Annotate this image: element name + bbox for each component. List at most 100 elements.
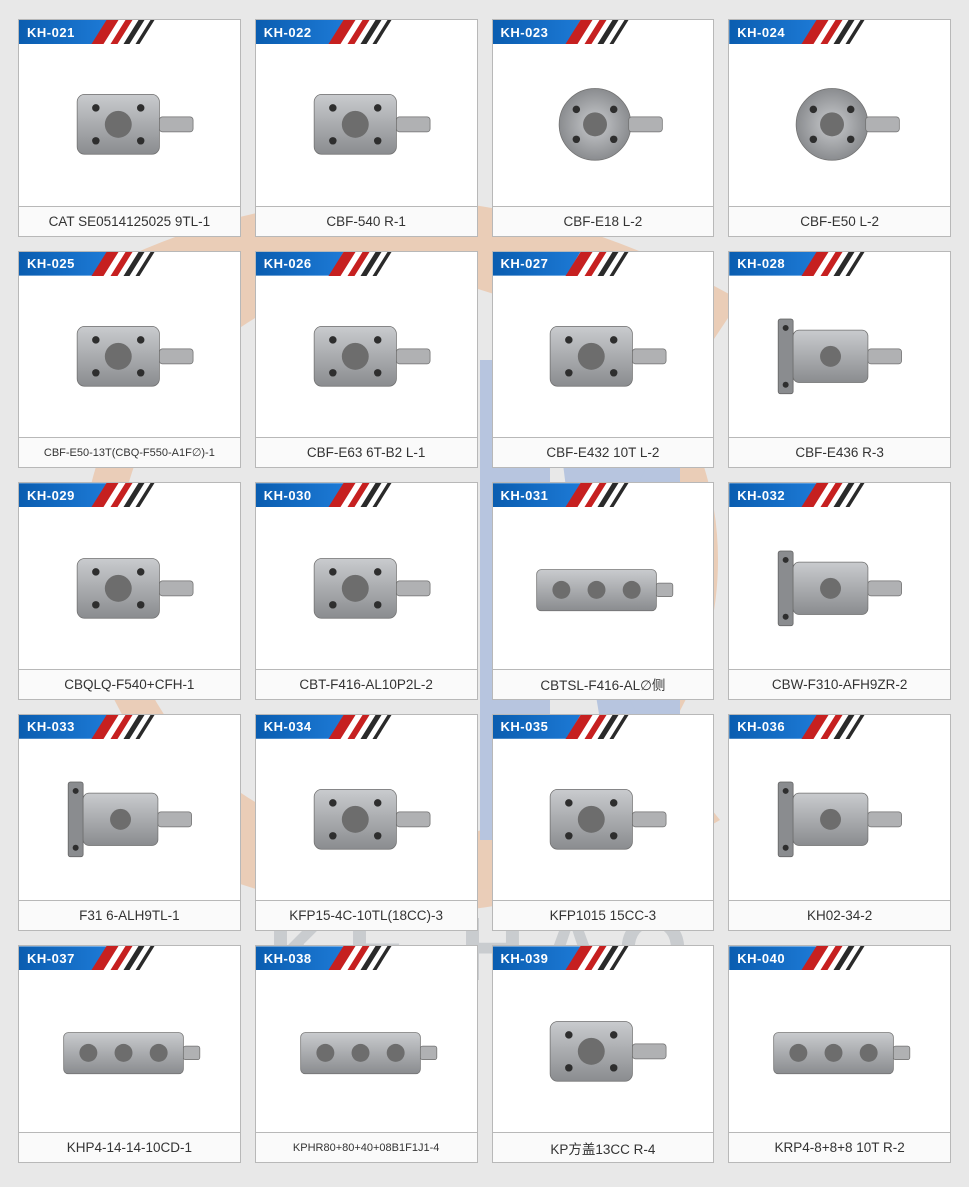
product-label-bar: CBF-540 R-1	[256, 206, 477, 236]
product-card[interactable]: KH-024 CBF-E50 L-2	[728, 19, 951, 237]
product-image	[19, 970, 240, 1132]
card-header: KH-039	[493, 946, 714, 970]
product-code: KH-032	[737, 488, 785, 503]
product-label-bar: F31 6-ALH9TL-1	[19, 900, 240, 930]
product-code: KH-040	[737, 951, 785, 966]
product-card[interactable]: KH-026 CBF-E63 6T-B2 L-1	[255, 251, 478, 469]
product-label-bar: CBT-F416-AL10P2L-2	[256, 669, 477, 699]
product-code: KH-024	[737, 25, 785, 40]
product-label: CBF-E50 L-2	[800, 214, 879, 229]
product-code: KH-037	[27, 951, 75, 966]
product-label-bar: CBF-E50 L-2	[729, 206, 950, 236]
product-image	[256, 739, 477, 901]
product-card[interactable]: KH-040 KRP4-8+8+8 10T R-2	[728, 945, 951, 1163]
product-code: KH-038	[264, 951, 312, 966]
product-label-bar: KFP1015 15CC-3	[493, 900, 714, 930]
product-card[interactable]: KH-023 CBF-E18 L-2	[492, 19, 715, 237]
product-label-bar: CBTSL-F416-AL∅侧	[493, 669, 714, 699]
product-card[interactable]: KH-030 CBT-F416-AL10P2L-2	[255, 482, 478, 700]
product-label-bar: KRP4-8+8+8 10T R-2	[729, 1132, 950, 1162]
product-code: KH-033	[27, 719, 75, 734]
product-image	[256, 970, 477, 1132]
product-grid: KH-021 CAT SE0514125025 9TL-1	[0, 0, 969, 1182]
product-code: KH-029	[27, 488, 75, 503]
product-image	[493, 276, 714, 438]
product-code: KH-035	[501, 719, 549, 734]
product-label-bar: KHP4-14-14-10CD-1	[19, 1132, 240, 1162]
product-card[interactable]: KH-032 CBW-F310-AFH9ZR-2	[728, 482, 951, 700]
product-card[interactable]: KH-034 KFP15-4C-10TL(18CC)-3	[255, 714, 478, 932]
product-code: KH-036	[737, 719, 785, 734]
product-image	[493, 970, 714, 1132]
product-label-bar: CBF-E432 10T L-2	[493, 437, 714, 467]
card-header: KH-037	[19, 946, 240, 970]
product-card[interactable]: KH-028 CBF-E436 R-3	[728, 251, 951, 469]
product-card[interactable]: KH-027 CBF-E432 10T L-2	[492, 251, 715, 469]
card-header: KH-036	[729, 715, 950, 739]
card-header: KH-038	[256, 946, 477, 970]
product-card[interactable]: KH-037 KHP4-14-14-10CD-1	[18, 945, 241, 1163]
product-card[interactable]: KH-036 KH02-34-2	[728, 714, 951, 932]
card-header: KH-021	[19, 20, 240, 44]
card-header: KH-030	[256, 483, 477, 507]
product-label: F31 6-ALH9TL-1	[79, 908, 180, 923]
card-header: KH-023	[493, 20, 714, 44]
card-header: KH-024	[729, 20, 950, 44]
card-header: KH-025	[19, 252, 240, 276]
product-label: KFP15-4C-10TL(18CC)-3	[289, 908, 443, 923]
product-label: KRP4-8+8+8 10T R-2	[774, 1140, 904, 1155]
product-label: CBF-540 R-1	[326, 214, 406, 229]
product-label-bar: CBF-E18 L-2	[493, 206, 714, 236]
product-label: CBF-E18 L-2	[563, 214, 642, 229]
product-image	[19, 507, 240, 669]
product-label: CBF-E432 10T L-2	[546, 445, 659, 460]
product-label: CAT SE0514125025 9TL-1	[49, 214, 211, 229]
product-label-bar: CBF-E50-13T(CBQ-F550-A1F∅)-1	[19, 437, 240, 467]
product-label: CBF-E50-13T(CBQ-F550-A1F∅)-1	[44, 446, 215, 459]
product-image	[19, 276, 240, 438]
card-header: KH-028	[729, 252, 950, 276]
product-label: KPHR80+80+40+08B1F1J1-4	[293, 1142, 439, 1154]
product-image	[729, 507, 950, 669]
product-code: KH-027	[501, 256, 549, 271]
product-card[interactable]: KH-022 CBF-540 R-1	[255, 19, 478, 237]
card-header: KH-027	[493, 252, 714, 276]
product-label: CBQLQ-F540+CFH-1	[64, 677, 194, 692]
product-label-bar: KH02-34-2	[729, 900, 950, 930]
card-header: KH-029	[19, 483, 240, 507]
product-card[interactable]: KH-033 F31 6-ALH9TL-1	[18, 714, 241, 932]
product-code: KH-022	[264, 25, 312, 40]
product-label: KP方盖13CC R-4	[550, 1138, 655, 1158]
product-image	[256, 276, 477, 438]
product-code: KH-026	[264, 256, 312, 271]
product-label-bar: KP方盖13CC R-4	[493, 1132, 714, 1162]
product-code: KH-030	[264, 488, 312, 503]
product-code: KH-039	[501, 951, 549, 966]
card-header: KH-026	[256, 252, 477, 276]
card-header: KH-022	[256, 20, 477, 44]
card-header: KH-035	[493, 715, 714, 739]
card-header: KH-031	[493, 483, 714, 507]
product-image	[493, 739, 714, 901]
product-card[interactable]: KH-029 CBQLQ-F540+CFH-1	[18, 482, 241, 700]
product-label-bar: CAT SE0514125025 9TL-1	[19, 206, 240, 236]
product-label: CBT-F416-AL10P2L-2	[299, 677, 433, 692]
product-label: KH02-34-2	[807, 908, 872, 923]
product-card[interactable]: KH-035 KFP1015 15CC-3	[492, 714, 715, 932]
product-card[interactable]: KH-038 KPHR80+80+40+08B1F1J1-4	[255, 945, 478, 1163]
product-label-bar: KFP15-4C-10TL(18CC)-3	[256, 900, 477, 930]
product-label: KFP1015 15CC-3	[550, 908, 657, 923]
product-label: KHP4-14-14-10CD-1	[67, 1140, 192, 1155]
product-card[interactable]: KH-025 CBF-E50-13T(CBQ-F550-A1F∅)-1	[18, 251, 241, 469]
card-header: KH-033	[19, 715, 240, 739]
product-label: CBF-E63 6T-B2 L-1	[307, 445, 426, 460]
product-label: CBTSL-F416-AL∅侧	[540, 674, 665, 694]
product-label: CBF-E436 R-3	[795, 445, 884, 460]
product-code: KH-021	[27, 25, 75, 40]
product-image	[729, 276, 950, 438]
product-card[interactable]: KH-021 CAT SE0514125025 9TL-1	[18, 19, 241, 237]
product-card[interactable]: KH-031 CBTSL-F416-AL∅侧	[492, 482, 715, 700]
card-header: KH-040	[729, 946, 950, 970]
product-image	[729, 44, 950, 206]
product-card[interactable]: KH-039 KP方盖13CC R-4	[492, 945, 715, 1163]
